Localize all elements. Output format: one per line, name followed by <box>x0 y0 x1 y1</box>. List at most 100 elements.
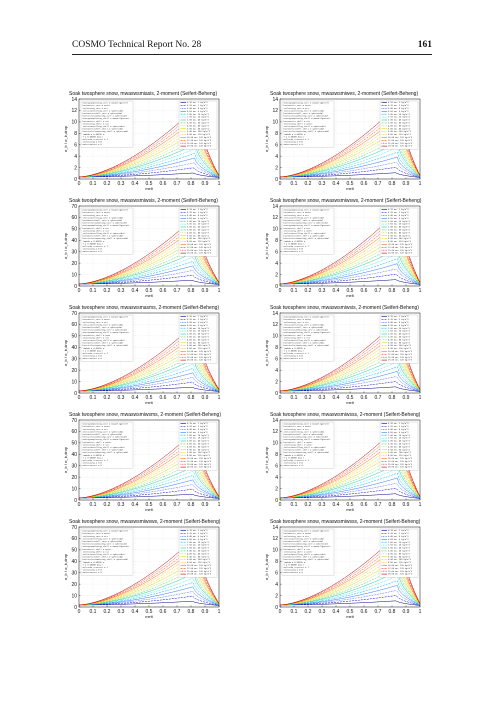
x-axis-label: melt <box>346 186 354 191</box>
x-axis-label: melt <box>346 293 354 298</box>
legend-entry: 0.10 mm, 1 kg/m^3 <box>388 101 409 104</box>
x-tick-label: 0.2 <box>104 395 111 401</box>
legend-entry: 5.00 mm, 90 kg/m^3 <box>187 448 209 451</box>
legend-entry: 4.00 mm, 80 kg/m^3 <box>187 552 209 555</box>
x-tick-label: 0.2 <box>305 609 312 615</box>
x-tick-label: 0.7 <box>174 502 181 508</box>
series-legend: 0.10 mm, 1 kg/m^30.20 mm, 2 kg/m^30.40 m… <box>379 100 419 150</box>
legend-entry: lambda = 0.05555 m <box>284 241 306 243</box>
y-tick-label: 10 <box>71 379 77 385</box>
x-tick-label: 1 <box>218 181 221 187</box>
legend-entry: hostmatrixshell_core = spheroidal <box>83 326 124 329</box>
legend-entry: hostinclusionmixing_core = spheroidal <box>83 222 128 225</box>
legend-entry: 15.00 mm, 120 kg/m^3 <box>187 356 212 359</box>
x-tick-label: 0.1 <box>291 609 298 615</box>
x-tick-label: 0.3 <box>118 288 125 294</box>
legend-entry: 3.00 mm, 60 kg/m^3 <box>187 229 209 232</box>
legend-box <box>178 100 218 150</box>
x-tick-label: 0 <box>78 609 81 615</box>
x-tick-label: 1 <box>419 288 422 294</box>
legend-entry: inclmixing_shell = air <box>83 123 110 125</box>
legend-entry: hostmatrix_shell = air <box>83 227 110 230</box>
legend-entry: 20.00 mm, 120 kg/m^3 <box>388 359 413 362</box>
legend-entry: inclmixing_shell = water <box>284 229 314 232</box>
legend-entry: 12.00 mm, 120 kg/m^3 <box>388 460 413 463</box>
parameter-legend: mixingcomplexing_core = maxwellgarnett ho… <box>80 207 134 255</box>
series-line <box>79 488 220 499</box>
y-tick-label: 4 <box>275 475 278 481</box>
x-tick-label: 0.4 <box>333 288 340 294</box>
legend-entry: watercontent = 0 <box>284 464 304 467</box>
y-tick-label: 2 <box>275 165 278 171</box>
series-line <box>279 366 421 392</box>
y-tick-label: 6 <box>275 143 278 149</box>
series-line <box>280 273 421 285</box>
x-tick-label: 0.1 <box>90 395 97 401</box>
legend-entry: inclusionrolling_shell = spheroidal <box>284 126 327 128</box>
y-tick-label: 0 <box>74 284 77 290</box>
legend-entry: hostmatrix_shell = air <box>284 120 311 123</box>
legend-entry: inclmixing = 0.8 <box>284 142 304 144</box>
legend-entry: hostmatrixshell_core = spheroidal <box>284 326 325 329</box>
legend-entry: 12.00 mm, 120 kg/m^3 <box>187 460 212 463</box>
series-line <box>78 363 220 392</box>
x-tick-label: 0.1 <box>291 181 298 187</box>
x-tick-label: 0.4 <box>132 181 139 187</box>
legend-entry: 0.40 mm, 4 kg/m^3 <box>187 535 208 538</box>
y-tick-label: 8 <box>74 131 77 137</box>
legend-entry: 15.00 mm, 120 kg/m^3 <box>187 142 212 145</box>
series-line <box>280 172 421 178</box>
legend-entry: 8.00 mm, 110 kg/m^3 <box>187 454 211 457</box>
legend-entry: 1.00 mm, 10 kg/m^3 <box>388 541 410 544</box>
legend-entry: 12.00 mm, 120 kg/m^3 <box>388 567 413 570</box>
series-line <box>79 167 220 178</box>
legend-entry: inclmixing_core = air <box>83 536 109 538</box>
series-line <box>279 151 421 178</box>
legend-entry: 0.60 mm, 6 kg/m^3 <box>187 324 208 327</box>
legend-entry: inclusionrolling_shell = spheroidal <box>83 233 126 235</box>
legend-entry: hostinclusionmixing_core = spheroidal <box>284 329 329 332</box>
legend-entry: mixingcomplexing_core = maxwellgarnett <box>83 209 130 212</box>
x-tick-label: 0.8 <box>389 395 396 401</box>
legend-entry: 10.00 mm, 120 kg/m^3 <box>187 564 212 567</box>
legend-entry: lambda = 0.05555 m <box>83 562 105 564</box>
legend-entry: 10.00 mm, 120 kg/m^3 <box>187 136 212 139</box>
y-tick-label: 10 <box>272 227 278 233</box>
legend-entry: inclmixing_shell = water <box>284 443 314 446</box>
series-line <box>279 552 421 606</box>
legend-entry: 3.00 mm, 60 kg/m^3 <box>388 122 410 125</box>
legend-entry: inclmixing = 0.8 <box>83 356 103 358</box>
legend-entry: hostmatrixshell_core = spheroidal <box>284 540 325 543</box>
legend-entry: 8.00 mm, 110 kg/m^3 <box>388 347 412 350</box>
legend-entry: lambda = 0.05555 m <box>284 348 306 350</box>
x-axis-label: melt <box>145 400 153 405</box>
legend-entry: T = 0.00000 deg C <box>83 136 104 138</box>
series-line <box>279 111 421 178</box>
legend-entry: T = 0.00000 deg C <box>83 457 104 459</box>
y-tick-label: 10 <box>272 334 278 340</box>
legend-entry: hostinclusionmixing_core = spheroidal <box>83 329 128 332</box>
legend-entry: 0.60 mm, 6 kg/m^3 <box>187 217 208 220</box>
legend-entry: meltsoku_crosscut = 1 <box>83 459 109 462</box>
legend-entry: 4.00 mm, 80 kg/m^3 <box>187 124 209 127</box>
chart-panel: Soak twosphere snow, mwaswsmiwsms, 2-mom… <box>63 412 221 512</box>
legend-entry: hostinclusionmixing_core = spheroidal <box>83 436 128 439</box>
legend-entry: mixingcomplexing_core = maxwellgarnett <box>284 102 331 105</box>
legend-entry: watercontent = 0 <box>284 250 304 253</box>
legend-box <box>379 314 419 364</box>
y-axis-label: σ_b / σ_b,drop <box>264 339 269 366</box>
y-tick-label: 0 <box>74 498 77 504</box>
legend-entry: inclmixing = 0.8 <box>83 249 103 251</box>
series-line <box>279 240 421 285</box>
y-axis-label: σ_b / σ_b,drop <box>63 553 68 580</box>
legend-entry: 8.00 mm, 110 kg/m^3 <box>388 133 412 136</box>
chart-title: Soak twosphere snow, mwaswsmiwes, 2-mome… <box>270 91 418 97</box>
y-tick-label: 70 <box>71 418 77 424</box>
series-line <box>78 243 220 285</box>
x-tick-label: 0.1 <box>291 288 298 294</box>
legend-entry: 3.00 mm, 60 kg/m^3 <box>187 336 209 339</box>
legend-entry: mixingcomplexing_core = maxwellgarnett <box>284 423 331 426</box>
legend-entry: mixingcomplexing_shell = maxwellgarnett <box>284 331 332 334</box>
legend-entry: 0.20 mm, 2 kg/m^3 <box>388 211 409 214</box>
legend-entry: watercontent = 0 <box>83 250 103 253</box>
